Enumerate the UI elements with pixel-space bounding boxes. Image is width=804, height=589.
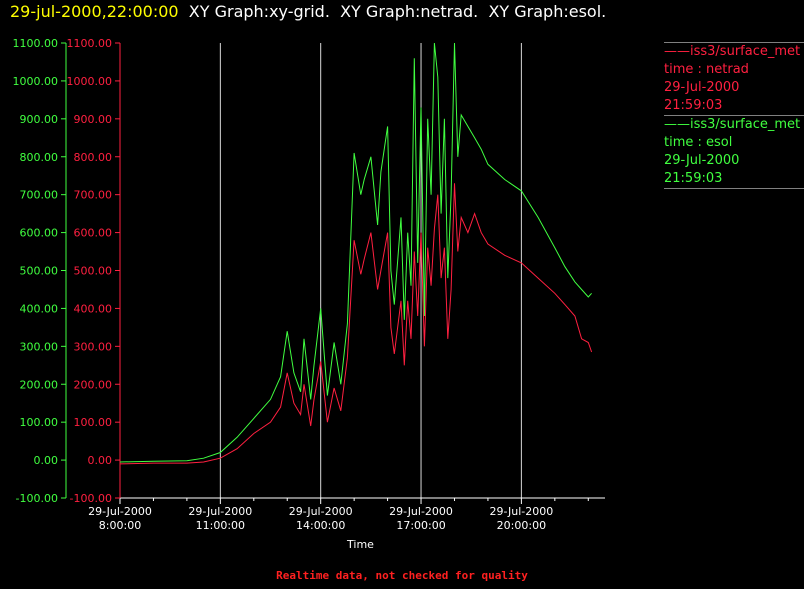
legend-line-swatch: ——	[664, 44, 690, 59]
y-tick-label-esol: 1000.00	[13, 75, 59, 88]
y-tick-label-netrad: 900.00	[74, 113, 113, 126]
y-tick-label-netrad: 300.00	[74, 340, 113, 353]
y-tick-label-esol: 0.00	[34, 454, 59, 467]
quality-notice: Realtime data, not checked for quality	[276, 569, 528, 582]
y-tick-label-esol: 100.00	[20, 416, 59, 429]
legend-label: time : netrad	[664, 62, 749, 77]
y-tick-label-netrad: 400.00	[74, 302, 113, 315]
legend-date: 29-Jul-2000	[664, 153, 740, 168]
x-tick-label-time: 20:00:00	[497, 519, 546, 532]
y-tick-label-esol: 800.00	[20, 151, 59, 164]
x-tick-label-date: 29-Jul-2000	[88, 505, 152, 518]
y-tick-label-netrad: -100.00	[70, 492, 112, 505]
y-tick-label-esol: 700.00	[20, 189, 59, 202]
x-tick-label-time: 14:00:00	[296, 519, 345, 532]
legend-time: 21:59:03	[664, 171, 723, 186]
x-tick-label-time: 11:00:00	[196, 519, 245, 532]
header-graph-xy-grid: XY Graph:xy-grid.	[188, 2, 330, 21]
x-tick-label-time: 8:00:00	[99, 519, 141, 532]
x-tick-label-date: 29-Jul-2000	[188, 505, 252, 518]
legend-label: time : esol	[664, 135, 733, 150]
y-tick-label-netrad: 800.00	[74, 151, 113, 164]
legend-line-swatch: ——	[664, 117, 690, 132]
series-line-netrad	[119, 183, 593, 465]
y-tick-label-netrad: 200.00	[74, 378, 113, 391]
y-tick-label-esol: -100.00	[16, 492, 58, 505]
x-axis-label: Time	[346, 538, 374, 551]
legend-divider	[664, 188, 804, 189]
x-tick-label-date: 29-Jul-2000	[489, 505, 553, 518]
legend-entry-esol: ——iss3/surface_met time : esol 29-Jul-20…	[664, 115, 804, 188]
legend-source: ——iss3/surface_met	[664, 44, 801, 59]
legend-source: ——iss3/surface_met	[664, 117, 801, 132]
series-line-esol	[119, 42, 592, 463]
y-tick-label-netrad: 1000.00	[67, 75, 113, 88]
y-tick-label-esol: 400.00	[20, 302, 59, 315]
y-tick-label-esol: 600.00	[20, 227, 59, 240]
legend: ——iss3/surface_met time : netrad 29-Jul-…	[664, 42, 804, 189]
y-tick-label-netrad: 500.00	[74, 265, 113, 278]
legend-entry-netrad: ——iss3/surface_met time : netrad 29-Jul-…	[664, 42, 804, 115]
y-tick-label-esol: 300.00	[20, 340, 59, 353]
legend-date: 29-Jul-2000	[664, 80, 740, 95]
header-graph-netrad: XY Graph:netrad.	[340, 2, 479, 21]
legend-time: 21:59:03	[664, 98, 723, 113]
y-tick-label-netrad: 0.00	[88, 454, 113, 467]
header-graph-esol: XY Graph:esol.	[488, 2, 607, 21]
y-tick-label-netrad: 1100.00	[67, 37, 113, 50]
chart-header: 29-jul-2000,22:00:00 XY Graph:xy-grid. X…	[10, 2, 606, 21]
header-datetime: 29-jul-2000,22:00:00	[10, 2, 179, 21]
y-tick-label-esol: 1100.00	[13, 37, 59, 50]
y-tick-label-esol: 500.00	[20, 265, 59, 278]
y-tick-label-esol: 900.00	[20, 113, 59, 126]
y-tick-label-netrad: 600.00	[74, 227, 113, 240]
y-tick-label-esol: 200.00	[20, 378, 59, 391]
y-tick-label-netrad: 700.00	[74, 189, 113, 202]
x-tick-label-date: 29-Jul-2000	[389, 505, 453, 518]
y-tick-label-netrad: 100.00	[74, 416, 113, 429]
x-tick-label-date: 29-Jul-2000	[289, 505, 353, 518]
x-tick-label-time: 17:00:00	[396, 519, 445, 532]
